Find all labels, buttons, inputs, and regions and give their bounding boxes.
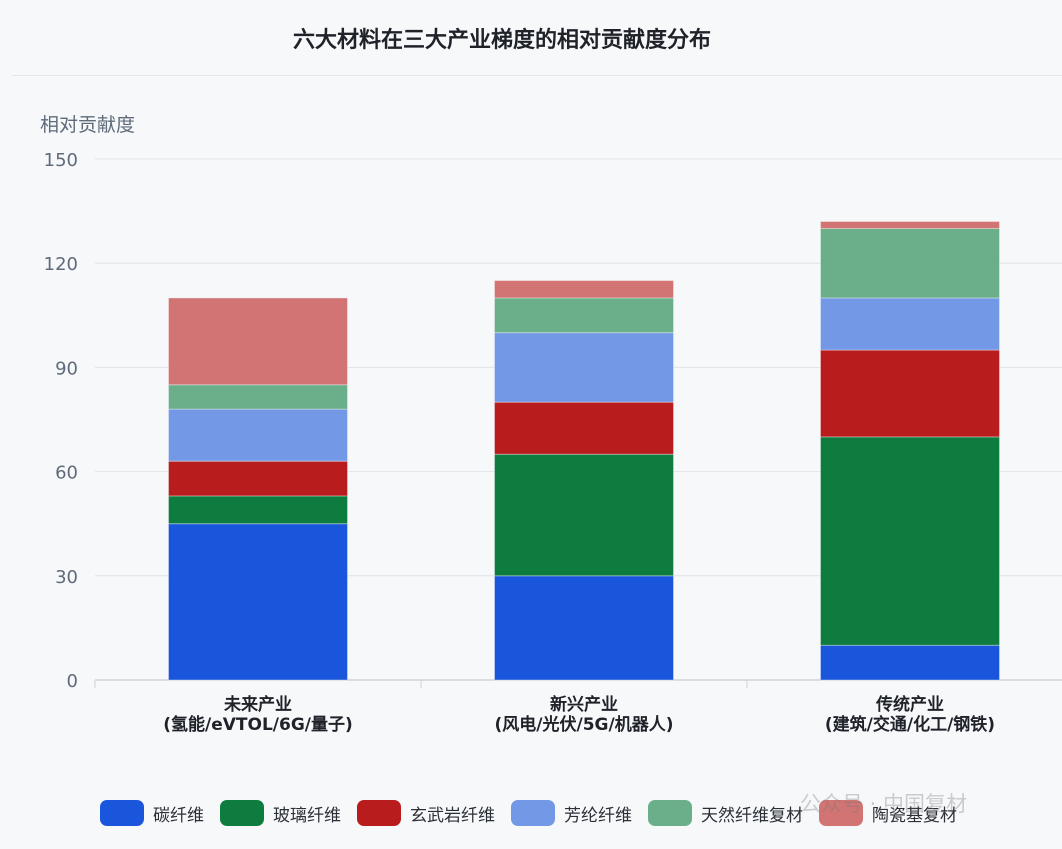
x-category-label: (风电/光伏/5G/机器人) [495,714,674,735]
x-category-label: 新兴产业 [550,694,618,715]
y-tick-label: 30 [55,567,78,588]
legend-item[interactable]: 芳纶纤维 [511,800,632,826]
bar-segment [168,408,348,462]
legend-item[interactable]: 碳纤维 [100,800,204,826]
y-tick-labels: 0 30 60 90 120 150 [44,150,78,692]
bar-segment [820,436,1000,646]
bar-segment [168,495,348,525]
legend-item[interactable]: 天然纤维复材 [648,800,803,826]
chart-title: 六大材料在三大产业梯度的相对贡献度分布 [292,28,711,53]
legend-label: 玄武岩纤维 [410,805,495,826]
legend-swatch [819,800,863,826]
bar-segment [820,221,1000,229]
bar-segment [820,227,1000,299]
bar-segment [168,460,348,497]
title-divider [12,75,1062,76]
legend-swatch [511,800,555,826]
legend: 碳纤维 玻璃纤维 玄武岩纤维 芳纶纤维 天然纤维复材 陶瓷基复材 [100,798,957,828]
legend-item[interactable]: 玻璃纤维 [220,800,341,826]
watermark: 公众号 · 中国复材 [800,792,968,816]
x-category-label: 传统产业 [875,694,944,715]
y-tick-label: 120 [44,254,78,275]
legend-item[interactable]: 陶瓷基复材 [819,800,957,826]
bar-segment [820,644,1000,681]
y-tick-label: 0 [67,671,78,692]
legend-item[interactable]: 玄武岩纤维 [357,800,495,826]
legend-swatch [100,800,144,826]
bars [168,221,1000,681]
y-tick-label: 90 [55,358,78,379]
legend-label: 天然纤维复材 [701,805,803,826]
y-axis-label: 相对贡献度 [40,114,135,136]
bar-segment [820,297,1000,351]
stacked-bar-chart: 相对贡献度 0 30 60 90 120 150 未来产业(氢能/eVTOL/6G/量子)… [40,114,1062,735]
bar-segment [494,575,674,681]
legend-swatch [220,800,264,826]
bar-segment [168,523,348,681]
legend-label: 芳纶纤维 [564,805,632,826]
legend-swatch [357,800,401,826]
bar-segment [494,297,674,334]
legend-label: 陶瓷基复材 [872,805,957,826]
bar-segment [494,280,674,299]
x-category-label: 未来产业 [223,694,292,715]
x-axis: 未来产业(氢能/eVTOL/6G/量子) 新兴产业(风电/光伏/5G/机器人) 传统… [94,680,995,735]
legend-label: 玻璃纤维 [273,805,341,826]
x-category-label: (建筑/交通/化工/钢铁) [825,714,995,735]
y-tick-label: 60 [55,463,78,484]
bar-segment [168,384,348,410]
legend-label: 碳纤维 [153,805,204,826]
bar-segment [494,332,674,403]
legend-swatch [648,800,692,826]
x-category-label: (氢能/eVTOL/6G/量子) [163,714,353,735]
y-tick-label: 150 [44,150,78,171]
bar-segment [168,297,348,386]
bar-segment [494,401,674,455]
bar-segment [494,453,674,577]
bar-segment [820,349,1000,438]
